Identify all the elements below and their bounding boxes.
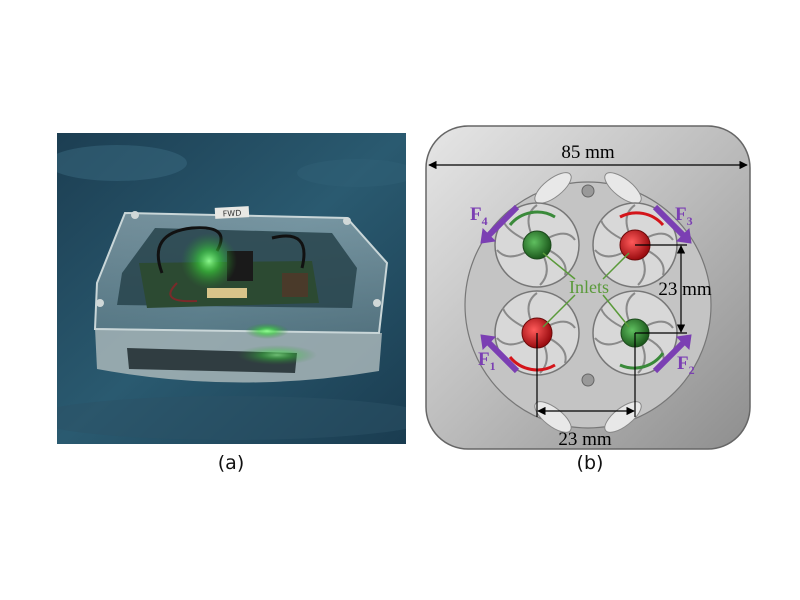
robot-photo: FWD xyxy=(57,133,406,444)
force-label-f4: F4 xyxy=(470,204,488,228)
fwd-tag-text: FWD xyxy=(222,209,241,219)
force-arrow-f3 xyxy=(652,204,692,244)
force-label-f2: F2 xyxy=(677,353,695,377)
robot-schematic: Inlets 85 mm 23 mm 23 mm F4 F3 xyxy=(425,125,751,450)
caption-b: (b) xyxy=(576,452,604,474)
vertical-spacing-label: 23 mm xyxy=(658,279,712,300)
horizontal-spacing-label: 23 mm xyxy=(558,429,612,450)
force-arrow-f1 xyxy=(480,334,520,374)
force-label-f1: F1 xyxy=(478,349,496,373)
inlet-pointers xyxy=(542,252,630,328)
inlets-label: Inlets xyxy=(569,277,609,297)
force-label-f3: F3 xyxy=(675,204,693,228)
thruster-top-left xyxy=(494,202,580,288)
caption-a: (a) xyxy=(217,452,245,474)
force-arrow-f4 xyxy=(480,204,520,244)
width-label: 85 mm xyxy=(561,142,615,163)
force-arrow-f2 xyxy=(652,334,692,374)
fwd-tag xyxy=(214,206,250,219)
